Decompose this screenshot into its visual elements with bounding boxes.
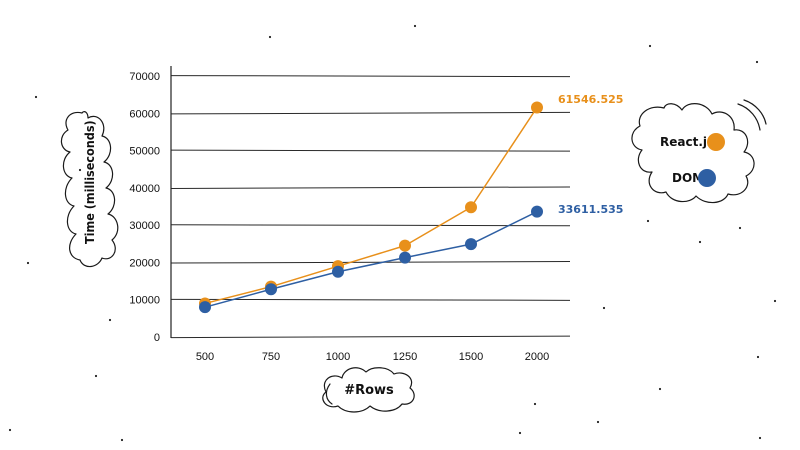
series-line-react: [204, 107, 538, 305]
decorative-speck: [756, 355, 760, 359]
legend-label-react: React.js: [660, 135, 714, 149]
decorative-speck: [413, 24, 417, 28]
react-end-label: 61546.525: [558, 93, 623, 106]
data-point-react: [465, 201, 477, 214]
legend-cloud-outline: [631, 103, 755, 204]
gridline: [170, 111, 571, 115]
gridline: [170, 75, 571, 78]
x-label-cloud-outline: [322, 367, 415, 413]
y-tick-label: 50000: [129, 146, 160, 158]
y-tick-label: 30000: [129, 220, 160, 232]
gridline: [170, 149, 571, 152]
legend-label-dom: DOM: [672, 171, 704, 185]
y-tick-label: 0: [154, 332, 160, 344]
x-tick-label: 1500: [459, 351, 483, 363]
data-point-dom: [531, 205, 543, 218]
data-point-react: [399, 239, 411, 252]
y-label-cloud-outline: [60, 111, 119, 268]
legend-item-react: React.js: [660, 133, 725, 151]
y-tick-label: 10000: [129, 295, 160, 307]
data-point-dom: [332, 265, 344, 278]
decorative-speck: [738, 226, 742, 230]
decorative-specks: [8, 24, 777, 442]
dom-end-label: 33611.535: [558, 203, 623, 216]
data-point-dom: [265, 283, 277, 296]
x-axis-label: #Rows: [344, 383, 394, 398]
decorative-speck: [268, 35, 272, 39]
decorative-speck: [698, 240, 702, 244]
decorative-speck: [646, 219, 650, 223]
decorative-speck: [533, 402, 537, 406]
legend-cloud-swirl-2: [743, 99, 767, 125]
y-axis-label-cloud: Time (milliseconds): [60, 111, 119, 268]
legend-cloud-swirl: [737, 103, 761, 131]
y-tick-label: 40000: [129, 183, 160, 195]
x-tick-label: 500: [196, 351, 214, 363]
legend: React.js DOM: [631, 99, 767, 204]
series-group: [199, 101, 543, 314]
decorative-speck: [34, 95, 38, 99]
legend-swatch-dom: [698, 169, 716, 187]
y-tick-label: 20000: [129, 257, 160, 269]
decorative-speck: [120, 438, 124, 442]
x-tick-label: 1250: [393, 351, 417, 363]
decorative-speck: [518, 431, 522, 435]
decorative-speck: [108, 318, 112, 322]
decorative-speck: [648, 44, 652, 48]
decorative-speck: [26, 261, 30, 265]
x-tick-label: 2000: [525, 351, 549, 363]
decorative-speck: [8, 428, 12, 432]
data-point-dom: [399, 251, 411, 264]
y-tick-label: 60000: [129, 108, 160, 120]
data-labels: 61546.525 33611.535: [558, 93, 623, 216]
legend-swatch-react: [707, 133, 725, 151]
decorative-speck: [94, 374, 98, 378]
decorative-speck: [755, 60, 759, 64]
x-tick-label: 750: [262, 351, 280, 363]
decorative-speck: [773, 299, 777, 303]
x-label-cloud-swirl: [325, 383, 333, 405]
gridline: [170, 298, 571, 301]
gridline: [170, 224, 571, 227]
data-point-dom: [465, 238, 477, 251]
decorative-speck: [78, 168, 82, 172]
y-tick-labels: 0 10000 20000 30000 40000 50000 60000 70000: [129, 71, 160, 344]
decorative-speck: [758, 436, 762, 440]
gridline: [170, 335, 571, 339]
decorative-speck: [602, 306, 606, 310]
gridline: [170, 261, 571, 264]
decorative-speck: [658, 387, 662, 391]
decorative-speck: [596, 420, 600, 424]
y-tick-label: 70000: [129, 71, 160, 83]
data-point-react: [531, 101, 543, 114]
data-point-dom: [199, 301, 211, 314]
x-axis-label-cloud: #Rows: [322, 367, 415, 413]
series-line-dom: [204, 211, 538, 308]
y-axis-label: Time (milliseconds): [82, 120, 97, 244]
x-tick-labels: 500 750 1000 1250 1500 2000: [196, 351, 549, 363]
legend-item-dom: DOM: [672, 169, 716, 187]
gridline: [170, 186, 571, 189]
gridlines: [170, 75, 571, 339]
x-tick-label: 1000: [326, 351, 350, 363]
